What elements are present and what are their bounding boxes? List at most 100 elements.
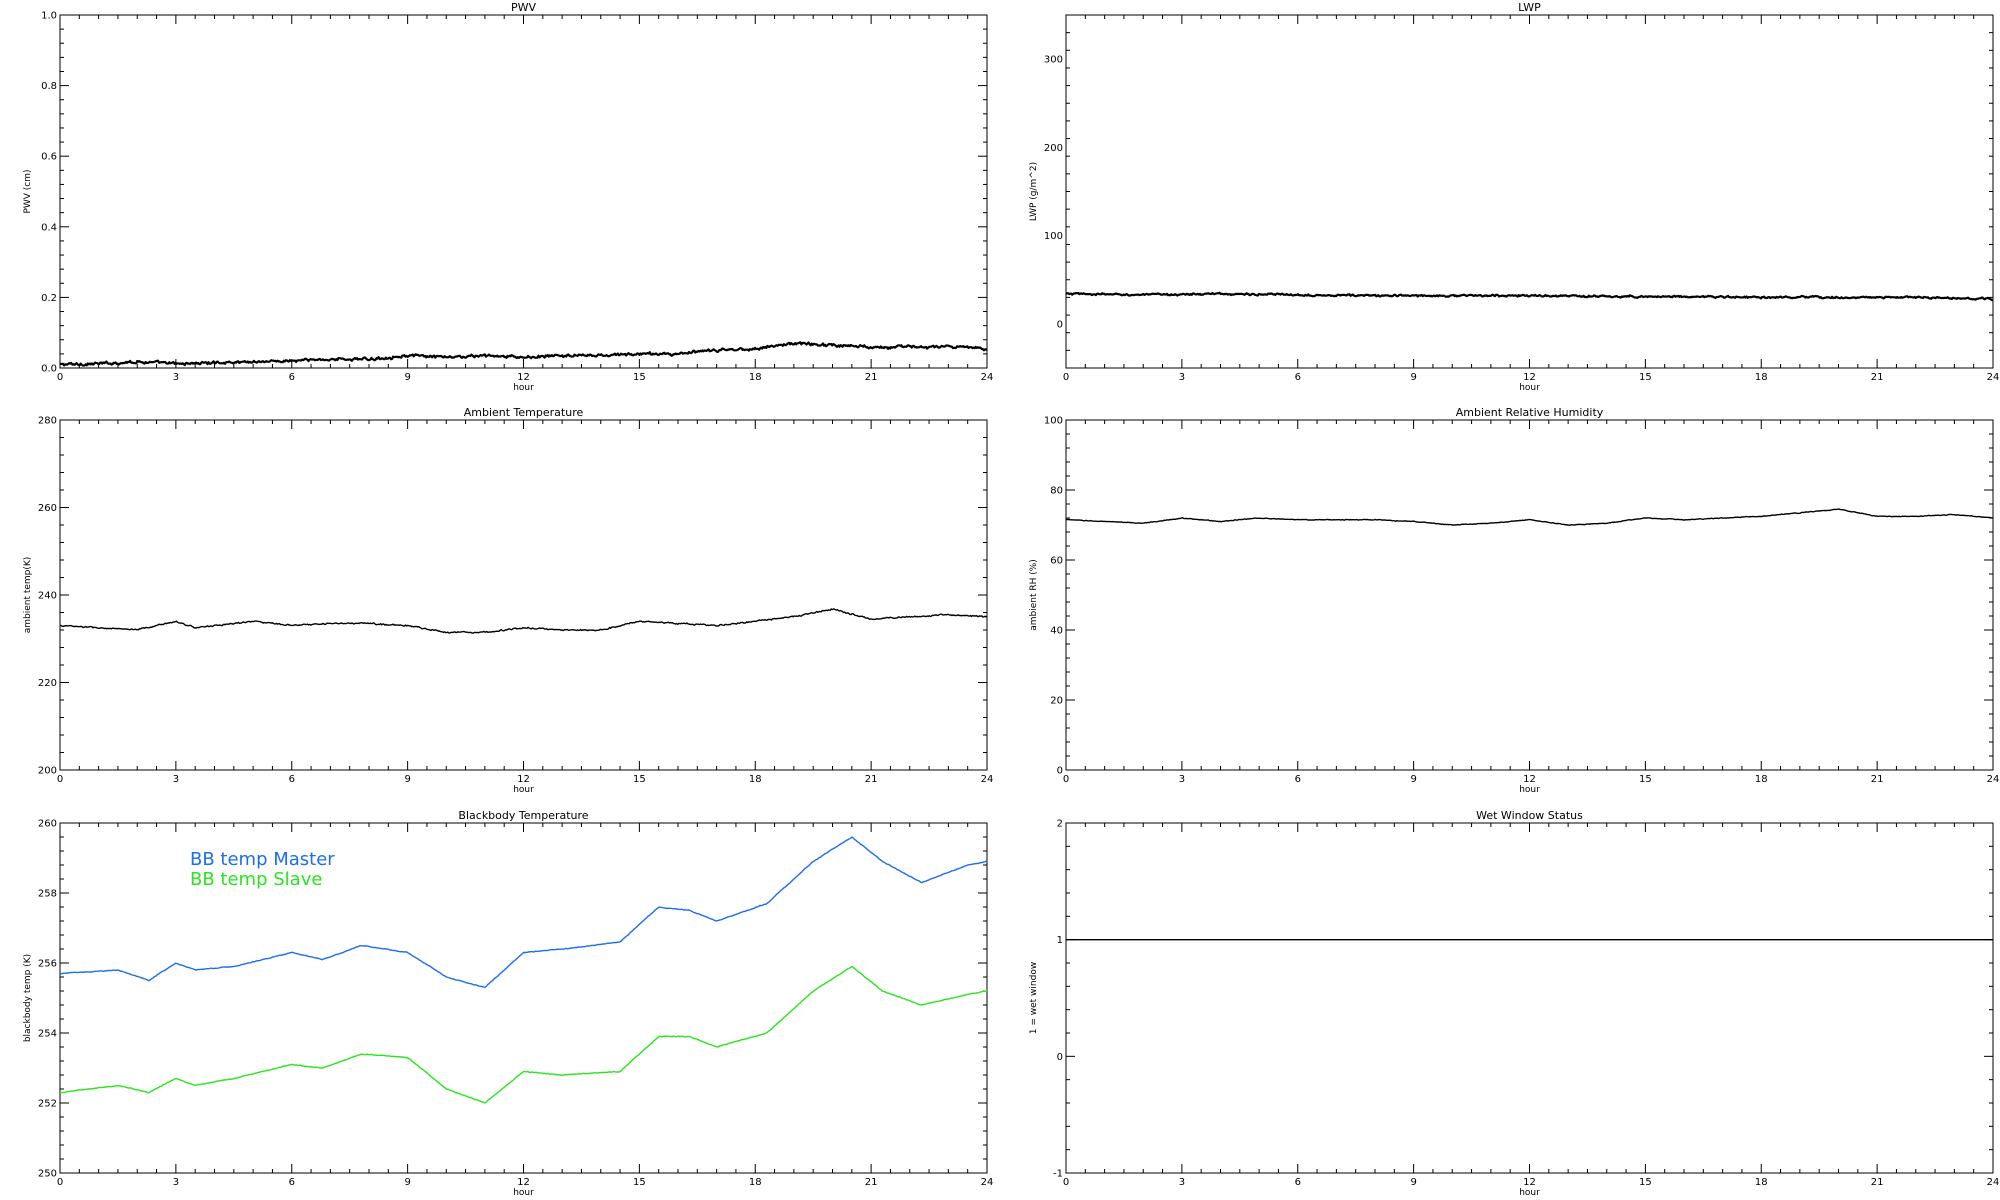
chart-title: Blackbody Temperature (458, 809, 588, 822)
x-axis-label: hour (1519, 785, 1540, 795)
series-line-lwp-0 (1065, 291, 1994, 302)
x-tick-label: 24 (1987, 372, 2000, 383)
plot-frame (59, 419, 988, 771)
x-tick-label: 9 (404, 774, 410, 785)
x-tick-label: 21 (1871, 1177, 1884, 1188)
x-tick-label: 0 (1063, 1177, 1069, 1188)
plot-frame (1065, 14, 1994, 369)
x-tick-label: 15 (1639, 1177, 1652, 1188)
series-line-bb-temp-slave (59, 965, 988, 1104)
chart-title: LWP (1518, 1, 1541, 14)
chart-ambient_temp: Ambient Temperature 0 3 6 9 12 15 18 21 24 200 220 2… (23, 406, 993, 795)
x-tick-label: 24 (1987, 774, 2000, 785)
x-tick-label: 6 (289, 774, 295, 785)
x-axis-label: hour (513, 785, 534, 795)
x-tick-label: 3 (173, 774, 179, 785)
y-tick-label: 1.0 (41, 11, 57, 22)
y-axis-label: ambient RH (%) (1029, 559, 1039, 631)
x-tick-label: 9 (1410, 774, 1416, 785)
y-axis-label: PWV (cm) (23, 169, 33, 213)
y-tick-label: 40 (1050, 626, 1063, 637)
x-tick-label: 0 (57, 1177, 63, 1188)
y-tick-label: 1 (1057, 935, 1063, 946)
y-tick-label: 260 (38, 503, 57, 514)
x-tick-label: 15 (633, 372, 646, 383)
y-tick-label: 0 (1057, 766, 1063, 777)
y-tick-label: 0 (1057, 1052, 1063, 1063)
y-tick-label: 80 (1050, 486, 1063, 497)
x-tick-label: 12 (517, 372, 530, 383)
plot-frame (1065, 822, 1994, 1174)
x-tick-label: 9 (404, 1177, 410, 1188)
x-tick-label: 12 (1523, 372, 1536, 383)
x-tick-label: 21 (865, 372, 878, 383)
x-tick-label: 24 (981, 372, 994, 383)
y-tick-label: 0.8 (41, 81, 57, 92)
chart-title: Ambient Temperature (464, 406, 584, 419)
x-tick-label: 9 (1410, 372, 1416, 383)
y-tick-label: 200 (1044, 143, 1063, 154)
y-tick-label: 0.4 (41, 222, 57, 233)
x-tick-label: 6 (1295, 372, 1301, 383)
y-tick-label: 0 (1057, 319, 1063, 330)
x-tick-label: 3 (173, 1177, 179, 1188)
x-tick-label: 0 (57, 372, 63, 383)
y-tick-label: 100 (1044, 231, 1063, 242)
plot-frame (59, 14, 988, 369)
y-tick-label: 252 (38, 1099, 57, 1110)
x-tick-label: 18 (1755, 1177, 1768, 1188)
y-tick-label: 260 (38, 819, 57, 830)
legend-entry-bb-temp-master: BB temp Master (190, 849, 335, 870)
x-axis-label: hour (1519, 1188, 1540, 1198)
y-axis-label: blackbody temp (K) (23, 954, 33, 1042)
chart-title: Wet Window Status (1476, 809, 1583, 822)
x-tick-label: 9 (404, 372, 410, 383)
y-tick-label: 2 (1057, 819, 1063, 830)
x-tick-label: 3 (173, 372, 179, 383)
y-tick-label: 100 (1044, 416, 1063, 427)
legend-entry-bb-temp-slave: BB temp Slave (190, 869, 322, 890)
y-tick-label: 300 (1044, 55, 1063, 66)
x-tick-label: 18 (749, 1177, 762, 1188)
x-tick-label: 21 (1871, 372, 1884, 383)
x-tick-label: 15 (633, 774, 646, 785)
x-tick-label: 24 (981, 1177, 994, 1188)
x-tick-label: 12 (1523, 1177, 1536, 1188)
x-axis-label: hour (513, 1188, 534, 1198)
x-tick-label: 18 (749, 774, 762, 785)
y-tick-label: 0.2 (41, 293, 57, 304)
x-tick-label: 15 (633, 1177, 646, 1188)
y-tick-label: 200 (38, 766, 57, 777)
x-axis-label: hour (1519, 383, 1540, 393)
x-tick-label: 6 (289, 372, 295, 383)
x-tick-label: 3 (1179, 1177, 1185, 1188)
x-tick-label: 12 (517, 774, 530, 785)
x-tick-label: 6 (289, 1177, 295, 1188)
x-tick-label: 12 (517, 1177, 530, 1188)
x-tick-label: 18 (749, 372, 762, 383)
chart-blackbody_temp: Blackbody Temperature 0 3 6 9 12 15 18 21 24 250 25… (23, 809, 993, 1198)
series-line-bb-temp-master (59, 836, 988, 988)
x-tick-label: 0 (57, 774, 63, 785)
y-tick-label: 258 (38, 889, 57, 900)
x-tick-label: 6 (1295, 774, 1301, 785)
x-axis-label: hour (513, 383, 534, 393)
x-tick-label: 9 (1410, 1177, 1416, 1188)
x-tick-label: 24 (981, 774, 994, 785)
x-tick-label: 24 (1987, 1177, 2000, 1188)
y-tick-label: 256 (38, 959, 57, 970)
x-tick-label: 0 (1063, 372, 1069, 383)
x-tick-label: 6 (1295, 1177, 1301, 1188)
y-axis-label: 1 = wet window (1029, 962, 1039, 1034)
y-tick-label: 240 (38, 591, 57, 602)
x-tick-label: 18 (1755, 372, 1768, 383)
y-tick-label: 254 (38, 1029, 57, 1040)
chart-title: Ambient Relative Humidity (1456, 406, 1604, 419)
series-line-ambient_rh-0 (1065, 508, 1994, 526)
x-tick-label: 21 (865, 774, 878, 785)
y-axis-label: LWP (g/m^2) (1029, 162, 1039, 221)
chart-ambient_rh: Ambient Relative Humidity 0 3 6 9 12 15 18 21 24 0… (1029, 406, 1999, 795)
chart-pwv: PWV 0 3 6 9 12 15 18 21 24 0.0 0.2 0.4 0.6 0.8 1.0 hour P… (23, 1, 993, 393)
